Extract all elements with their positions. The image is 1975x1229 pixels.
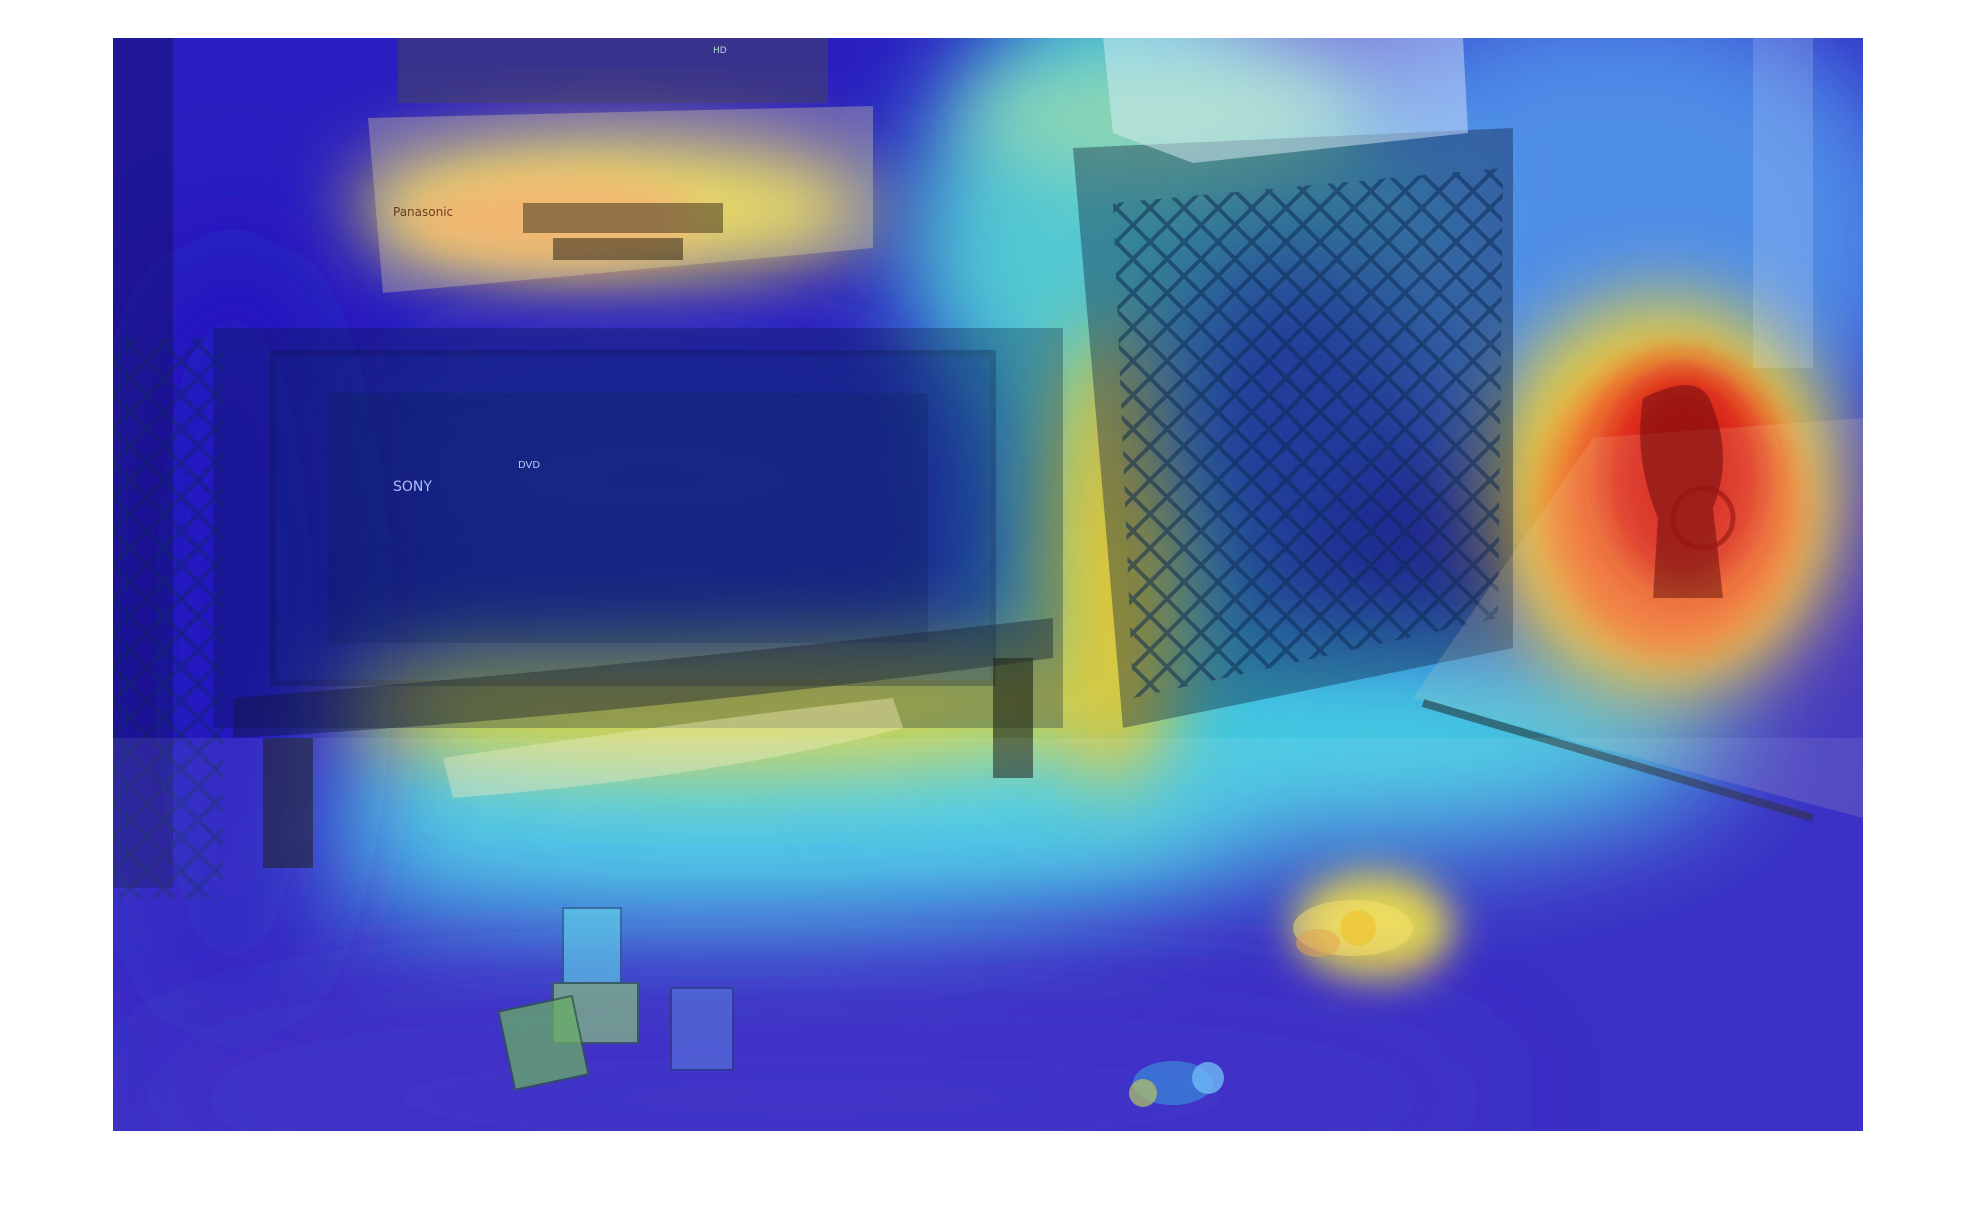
svg-text:SONY: SONY	[393, 479, 432, 495]
svg-text:HD: HD	[713, 46, 727, 56]
svg-text:Panasonic: Panasonic	[393, 205, 453, 219]
bee-toy-icon	[1293, 900, 1413, 957]
horse-head-bookend-icon	[1640, 385, 1736, 598]
rattle-toy-icon	[1129, 1061, 1224, 1107]
svg-text:DVD: DVD	[518, 460, 540, 471]
xbox-console-icon	[1103, 38, 1468, 163]
photo-objects: HD Panasonic SONY DVD	[113, 38, 1863, 1107]
dvd-player-icon: HD	[398, 38, 828, 103]
speaker-icon	[1073, 128, 1513, 728]
vcr-icon: Panasonic	[368, 106, 873, 293]
carpet-texture	[113, 738, 1863, 1131]
tv-cabinet-icon: SONY DVD	[113, 38, 1063, 888]
balance-board-icon	[443, 698, 903, 798]
toy-blocks-icon	[497, 907, 734, 1092]
heatmap-figure: HD Panasonic SONY DVD	[113, 38, 1863, 1131]
